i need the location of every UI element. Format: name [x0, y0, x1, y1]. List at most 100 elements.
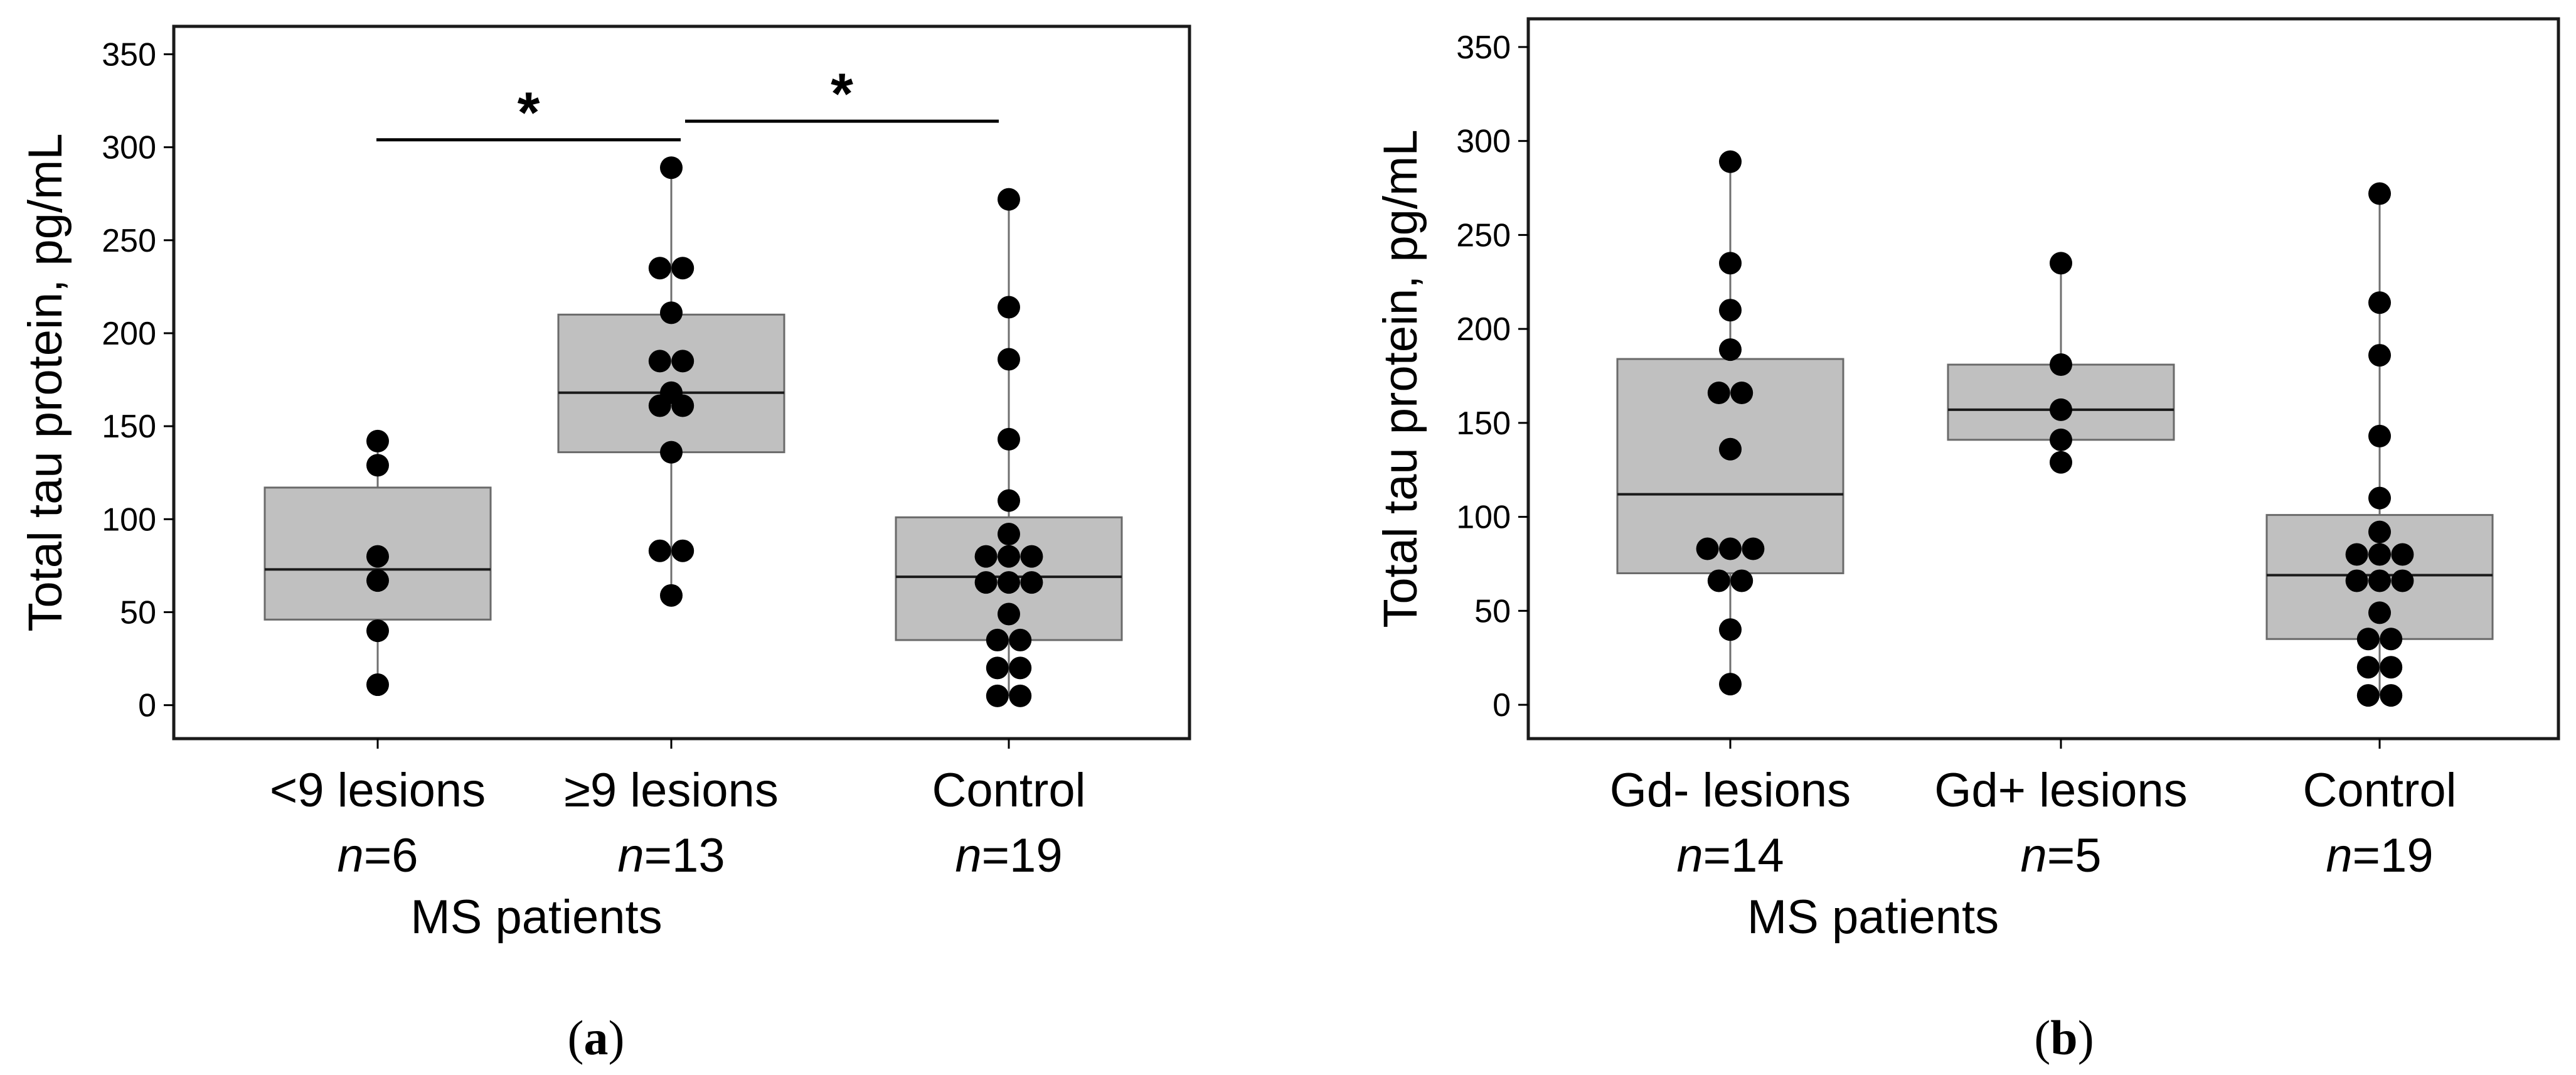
panel-b-group-2-point [2391, 569, 2414, 592]
panel-b-group-2-point [2368, 182, 2391, 205]
panel-b-ytick-label: 250 [1456, 217, 1511, 254]
panel-a-group-2-point [998, 489, 1020, 512]
panel-a-group-2-point [986, 684, 1009, 707]
panel-b-group-2-point [2345, 569, 2368, 592]
panel-a-plot-frame [172, 24, 1191, 741]
panel-a-group-2-point [1009, 656, 1032, 680]
panel-b-group-0-point [1719, 338, 1742, 361]
panel-a-group-1: ≥9 lesions n=13 [557, 156, 785, 882]
panel-b-caption-open: ( [2034, 1010, 2050, 1065]
panel-a-group-0-point [366, 673, 389, 697]
panel-a-group-1-n-value: =13 [644, 829, 725, 882]
panel-b-group-0-point [1719, 673, 1742, 696]
panel-a-group-1-n-prefix: n [617, 829, 644, 882]
panel-b-group-1-n-prefix: n [2021, 829, 2047, 882]
panel-b-group-0-point [1719, 618, 1742, 641]
panel-b-group-0-point [1730, 381, 1754, 404]
panel-b-group-0-point [1719, 537, 1742, 560]
panel-b-caption: (b) [2034, 1010, 2094, 1065]
panel-a-group-2-point [998, 296, 1020, 319]
panel-a-caption-open: ( [568, 1010, 584, 1065]
panel-a-group-2-point [974, 545, 998, 568]
panel-b-group-1-n-value: =5 [2047, 829, 2102, 882]
panel-b-ytick-label: 300 [1456, 124, 1511, 160]
panel-a-ytick-label: 200 [102, 316, 156, 352]
panel-b-group-0-point [1730, 569, 1754, 592]
panel-b-group-0-n-label: n=14 [1676, 829, 1784, 882]
panel-b-ytick-label: 150 [1456, 405, 1511, 442]
panel-b-group-2-point [2356, 628, 2380, 651]
panel-a-group-1-point [671, 394, 695, 417]
panel-b-group-0-n-prefix: n [1676, 829, 1703, 882]
panel-a-group-0-point [366, 569, 389, 592]
panel-b-group-2-point [2368, 344, 2391, 367]
panel-b: 0 50 100 150 200 250 300 350 Total tau protein, … [1374, 17, 2560, 1065]
panel-a-group-2-point [986, 628, 1009, 651]
panel-a-group-1-point [648, 539, 671, 562]
panel-a-group-0-n-value: =6 [364, 829, 418, 882]
panel-a-group-2-point [998, 188, 1020, 211]
panel-b-group-2-label: Control [2303, 764, 2457, 817]
panel-b-plot-frame [1526, 17, 2560, 741]
panel-b-ytick-label: 200 [1456, 311, 1511, 348]
panel-b-group-1-label: Gd+ lesions [1934, 764, 2187, 817]
panel-a-group-1-point [660, 584, 683, 607]
panel-a-ytick-label: 350 [102, 36, 156, 73]
panel-a-group-2-n-prefix: n [955, 829, 981, 882]
panel-b-group-2-point [2391, 543, 2414, 566]
panel-b-group-2-n-value: =19 [2353, 829, 2434, 882]
panel-a-group-2-point [998, 523, 1020, 546]
panel-b-group-2-point [2380, 684, 2403, 707]
panel-a-group-2-point [1009, 628, 1032, 651]
panel-b-group-0-point [1719, 252, 1742, 275]
panel-b-group-0-point [1719, 299, 1742, 322]
panel-b-group-1-point [2050, 353, 2072, 377]
panel-b-ytick-label: 100 [1456, 500, 1511, 536]
panel-b-group-0-point [1707, 569, 1730, 592]
panel-b-group-2-point [2356, 656, 2380, 679]
panel-b-group-1-point [2050, 398, 2072, 421]
panel-a-group-0-point [366, 619, 389, 643]
panel-b-group-1-point [2050, 252, 2072, 275]
panel-a-group-1-point [648, 350, 671, 373]
panel-a-ytick-label: 150 [102, 409, 156, 445]
panel-a-group-0-n-label: n=6 [338, 829, 418, 882]
panel-b-group-0-point [1742, 537, 1765, 560]
panel-b-group-0-label: Gd- lesions [1610, 764, 1851, 817]
panel-a-group-2-point [998, 348, 1020, 371]
panel-b-group-0-n-value: =14 [1703, 829, 1784, 882]
panel-b-ytick-label: 350 [1456, 29, 1511, 66]
panel-a-group-0-n-prefix: n [338, 829, 364, 882]
panel-a-group-1-point [648, 257, 671, 280]
panel-b-group-1: Gd+ lesions n=5 [1934, 252, 2188, 882]
panel-b-group-1-n-label: n=5 [2021, 829, 2102, 882]
panel-b-group-2-point [2345, 543, 2368, 566]
panel-b-group-2-point [2368, 424, 2391, 447]
panel-b-caption-close: ) [2078, 1010, 2094, 1065]
panel-a-group-2-point [1009, 684, 1032, 707]
panel-a-group-0-point [366, 429, 389, 452]
panel-b-ytick-label: 0 [1493, 687, 1511, 724]
panel-a-group-1-point [660, 301, 683, 324]
panel-a-group-1-point [660, 441, 683, 464]
panel-a-group-1-point [648, 394, 671, 417]
panel-a-ytick-label: 300 [102, 130, 156, 166]
panel-a-group-2-point [998, 545, 1020, 568]
panel-a-ylabel: Total tau protein, pg/mL [19, 133, 72, 631]
panel-b-group-1-point [2050, 428, 2072, 451]
panel-a-caption-close: ) [609, 1010, 625, 1065]
panel-b-group-2-point [2368, 601, 2391, 624]
panel-a-group-2-point [1020, 571, 1043, 594]
panel-a-group-2-point [974, 571, 998, 594]
panel-a-caption: (a) [568, 1010, 625, 1065]
panel-a-group-0-point [366, 454, 389, 477]
panel-a-group-1-point [660, 156, 683, 179]
panel-a-group-2-label: Control [932, 764, 1086, 817]
panel-b-group-2-point [2368, 543, 2391, 566]
panel-b-group-2-point [2368, 291, 2391, 314]
panel-b-group-0-point [1696, 537, 1719, 560]
panel-a-ytick-label: 250 [102, 223, 156, 259]
panel-b-group-2-point [2356, 684, 2380, 707]
